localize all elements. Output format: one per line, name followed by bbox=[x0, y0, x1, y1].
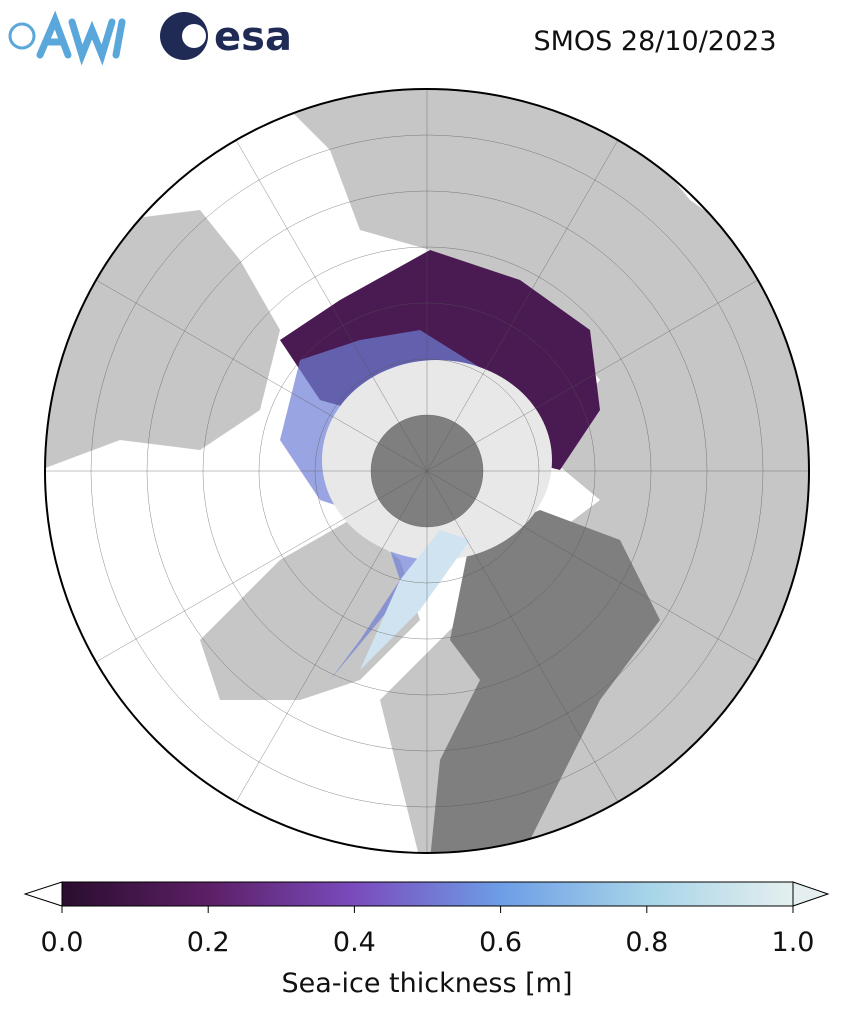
map-frame bbox=[44, 88, 810, 854]
tick-label: 1.0 bbox=[772, 927, 815, 958]
awi-logo bbox=[8, 10, 126, 66]
tick-label: 0.2 bbox=[187, 927, 230, 958]
title: SMOS 28/10/2023 bbox=[533, 26, 776, 57]
logo-text: esa bbox=[214, 14, 292, 60]
colorbar: Sea-ice thickness [m] 0.0 0.2 0.4 0.6 0.8 1.0 bbox=[23, 881, 830, 999]
colorbar-label: Sea-ice thickness [m] bbox=[281, 968, 572, 999]
tick-label: 0.8 bbox=[625, 927, 668, 958]
esa-logo: esa bbox=[160, 12, 292, 60]
tick-label: 0.6 bbox=[479, 927, 522, 958]
tick-label: 0.0 bbox=[41, 927, 84, 958]
tick-label: 0.4 bbox=[333, 927, 376, 958]
map bbox=[45, 89, 809, 853]
